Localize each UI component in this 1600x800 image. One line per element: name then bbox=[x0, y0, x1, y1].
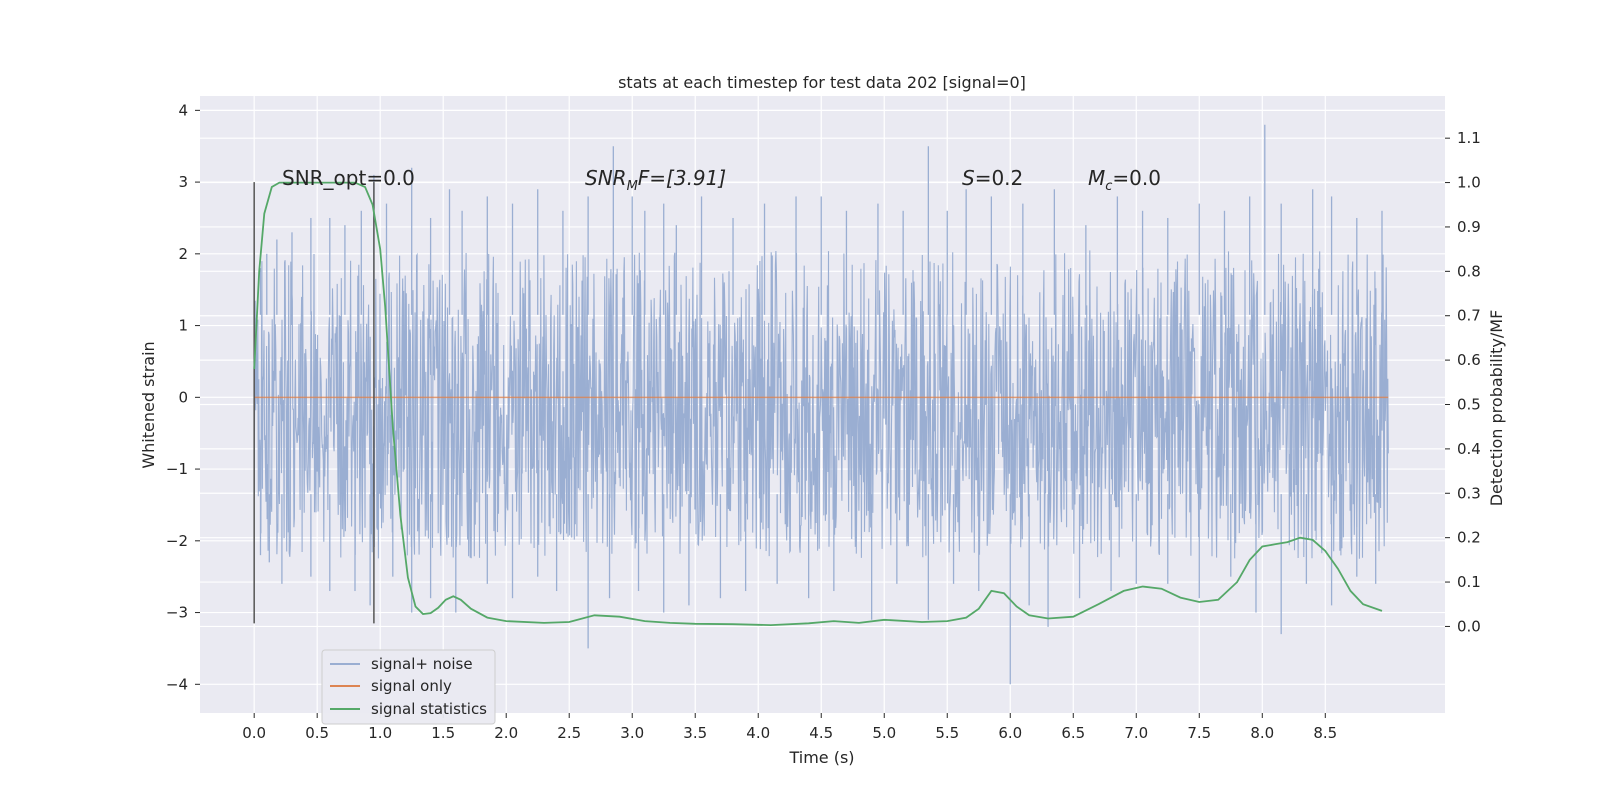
annotation-snr-mf-sub: M bbox=[627, 179, 638, 194]
x-tick-label: 1.0 bbox=[368, 724, 392, 742]
legend-box bbox=[321, 649, 496, 725]
y-right-tick-label: 0.5 bbox=[1457, 396, 1481, 414]
plot-content bbox=[253, 124, 1389, 685]
annotations: SNR_opt=0.0 SNRMF=[3.91] S=0.2 Mc=0.0 bbox=[282, 166, 1161, 194]
chart-title: stats at each timestep for test data 202… bbox=[618, 73, 1026, 92]
noise-trace bbox=[253, 250, 1389, 559]
x-tick-label: 4.5 bbox=[809, 724, 833, 742]
x-tick-label: 6.0 bbox=[998, 724, 1022, 742]
y-tick-label: 2 bbox=[178, 245, 188, 263]
annotation-mc-sub: c bbox=[1105, 179, 1112, 194]
x-tick-label: 2.5 bbox=[557, 724, 581, 742]
annotation-snr-opt: SNR_opt=0.0 bbox=[282, 166, 415, 190]
y-axis-right-label: Detection probability/MF bbox=[1487, 310, 1506, 507]
x-axis-label: Time (s) bbox=[788, 748, 854, 767]
annotation-s-value: =0.2 bbox=[975, 166, 1024, 190]
x-tick-label: 8.0 bbox=[1250, 724, 1274, 742]
statistics-curve bbox=[253, 181, 1383, 627]
x-tick-label: 7.0 bbox=[1124, 724, 1148, 742]
annotation-snr-mf-base: SNR bbox=[585, 166, 627, 190]
y-right-tick-label: 0.9 bbox=[1457, 218, 1481, 236]
y-right-tick-label: 0.0 bbox=[1457, 617, 1481, 635]
y-tick-label: −2 bbox=[166, 532, 188, 550]
x-tick-label: 5.5 bbox=[935, 724, 959, 742]
y-tick-label: −1 bbox=[166, 460, 188, 478]
y-right-tick-label: 0.1 bbox=[1457, 573, 1481, 591]
annotation-snr-mf-rest: F=[3.91] bbox=[638, 166, 726, 190]
x-tick-label: 1.5 bbox=[431, 724, 455, 742]
annotation-mc-base: M bbox=[1088, 166, 1105, 190]
x-tick-label: 7.5 bbox=[1187, 724, 1211, 742]
y-tick-label: −4 bbox=[166, 675, 188, 693]
legend-label-statistics: signal statistics bbox=[371, 700, 487, 718]
y-right-tick-label: 0.3 bbox=[1457, 484, 1481, 502]
annotation-snr-mf: SNRMF=[3.91] bbox=[585, 166, 726, 194]
legend: signal+ noise signal only signal statist… bbox=[321, 649, 496, 725]
x-tick-label: 2.0 bbox=[494, 724, 518, 742]
y-right-tick-label: 0.4 bbox=[1457, 440, 1481, 458]
y-tick-label: −3 bbox=[166, 604, 188, 622]
x-tick-label: 3.5 bbox=[683, 724, 707, 742]
y-tick-label: 4 bbox=[178, 101, 188, 119]
annotation-s-symbol: S bbox=[962, 166, 975, 190]
y-tick-label: 0 bbox=[178, 388, 188, 406]
y-right-tick-label: 0.7 bbox=[1457, 307, 1481, 325]
y-right-tick-label: 1.0 bbox=[1457, 174, 1481, 192]
x-tick-label: 4.0 bbox=[746, 724, 770, 742]
annotation-mc: Mc=0.0 bbox=[1088, 166, 1161, 194]
y-right-tick-label: 0.8 bbox=[1457, 262, 1481, 280]
x-tick-label: 8.5 bbox=[1313, 724, 1337, 742]
legend-label-noise: signal+ noise bbox=[371, 655, 473, 673]
x-tick-label: 0.5 bbox=[305, 724, 329, 742]
x-tick-label: 0.0 bbox=[242, 724, 266, 742]
y-right-tick-label: 1.1 bbox=[1457, 129, 1481, 147]
y-axis-label: Whitened strain bbox=[139, 341, 158, 468]
x-tick-label: 5.0 bbox=[872, 724, 896, 742]
annotation-mc-value: =0.0 bbox=[1112, 166, 1161, 190]
y-tick-label: 3 bbox=[178, 173, 188, 191]
grid bbox=[200, 96, 1445, 713]
ticks: 0.0 0.5 1.0 1.5 2.0 2.5 3.0 3.5 4.0 4.5 5.0 5.5 6.0 6… bbox=[166, 101, 1481, 742]
legend-label-signal: signal only bbox=[371, 677, 452, 695]
y-right-tick-label: 0.2 bbox=[1457, 529, 1481, 547]
x-tick-label: 3.0 bbox=[620, 724, 644, 742]
annotation-s: S=0.2 bbox=[962, 166, 1023, 190]
y-right-tick-label: 0.6 bbox=[1457, 351, 1481, 369]
x-tick-label: 6.5 bbox=[1061, 724, 1085, 742]
y-tick-label: 1 bbox=[178, 317, 188, 335]
